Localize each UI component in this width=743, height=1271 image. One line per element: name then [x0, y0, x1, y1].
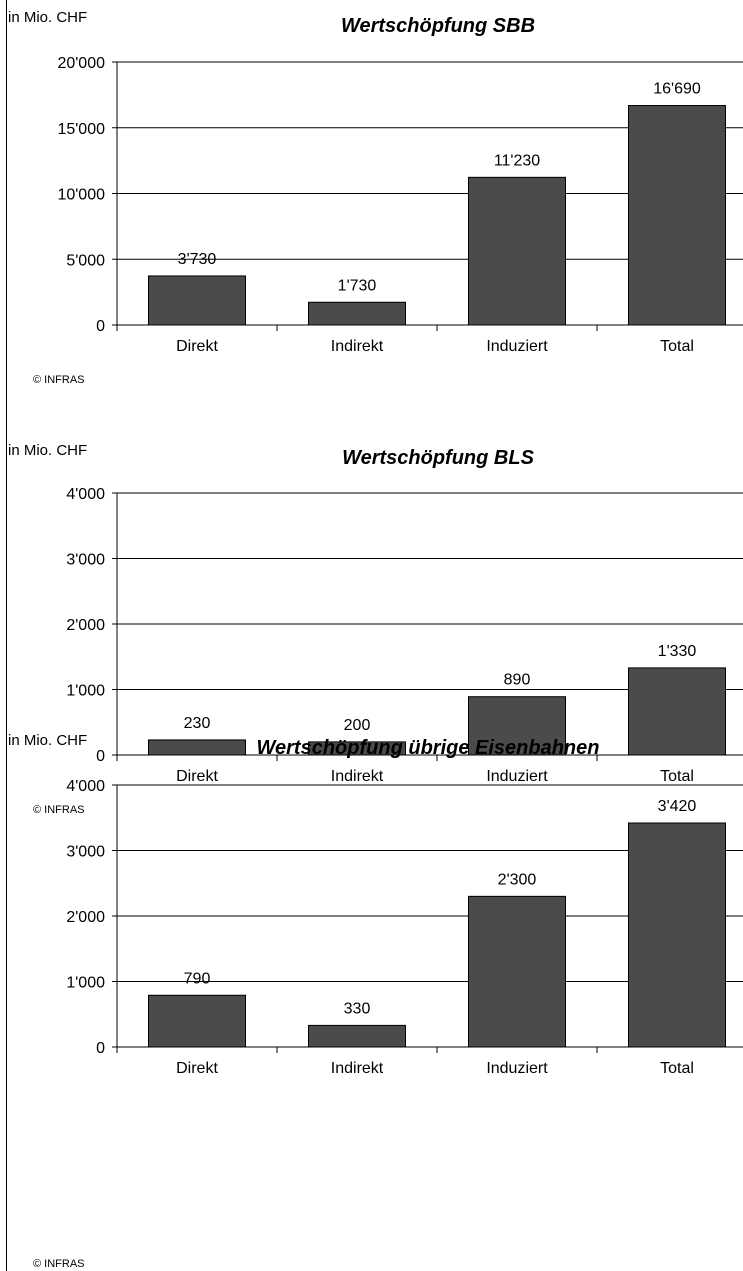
x-category-label: Induziert [486, 338, 548, 355]
y-tick-label: 0 [96, 318, 105, 335]
y-tick-label: 1'000 [66, 683, 105, 700]
copyright-credit: © INFRAS [33, 374, 85, 386]
data-label: 3'420 [658, 798, 697, 815]
y-axis-unit-label: in Mio. CHF [8, 442, 87, 459]
x-category-label: Indirekt [331, 338, 384, 355]
y-tick-label: 1'000 [66, 975, 105, 992]
x-category-label: Indirekt [331, 1060, 384, 1077]
bar-indirekt [309, 302, 406, 325]
y-tick-label: 5'000 [66, 252, 105, 269]
bar-total [629, 668, 726, 755]
chart-title: Wertschöpfung BLS [342, 447, 535, 469]
data-label: 330 [344, 1000, 371, 1017]
y-tick-label: 3'000 [66, 552, 105, 569]
y-tick-label: 4'000 [66, 778, 105, 795]
data-label: 1'730 [338, 277, 377, 294]
bar-indirekt [309, 1025, 406, 1047]
x-category-label: Direkt [176, 768, 218, 785]
y-axis-unit-label: in Mio. CHF [8, 732, 87, 749]
data-label: 790 [184, 970, 211, 987]
x-category-label: Direkt [176, 1060, 218, 1077]
x-category-label: Direkt [176, 338, 218, 355]
data-label: 3'730 [178, 251, 217, 268]
x-category-label: Total [660, 1060, 694, 1077]
y-tick-label: 4'000 [66, 486, 105, 503]
y-tick-label: 0 [96, 1040, 105, 1057]
y-tick-label: 15'000 [57, 121, 105, 138]
y-tick-label: 0 [96, 748, 105, 765]
copyright-credit: © INFRAS [33, 1258, 85, 1270]
bar-induziert [469, 177, 566, 325]
y-axis-unit-label: in Mio. CHF [8, 9, 87, 26]
bar-direkt [149, 995, 246, 1047]
bar-direkt [149, 276, 246, 325]
data-label: 230 [184, 715, 211, 732]
copyright-credit: © INFRAS [33, 804, 85, 816]
x-category-label: Indirekt [331, 768, 384, 785]
chart-title: Wertschöpfung übrige Eisenbahnen [257, 737, 600, 759]
data-label: 200 [344, 717, 371, 734]
bar-total [629, 823, 726, 1047]
y-tick-label: 10'000 [57, 187, 105, 204]
data-label: 890 [504, 672, 531, 689]
bar-direkt [149, 740, 246, 755]
data-label: 1'330 [658, 643, 697, 660]
x-category-label: Induziert [486, 1060, 548, 1077]
y-tick-label: 20'000 [57, 55, 105, 72]
bar-induziert [469, 896, 566, 1047]
chart-title: Wertschöpfung SBB [341, 15, 535, 37]
y-tick-label: 2'000 [66, 909, 105, 926]
x-category-label: Induziert [486, 768, 548, 785]
data-label: 11'230 [494, 152, 540, 169]
y-tick-label: 2'000 [66, 617, 105, 634]
x-category-label: Total [660, 338, 694, 355]
y-tick-label: 3'000 [66, 844, 105, 861]
data-label: 2'300 [498, 871, 537, 888]
bar-total [629, 106, 726, 325]
data-label: 16'690 [653, 81, 701, 98]
x-category-label: Total [660, 768, 694, 785]
